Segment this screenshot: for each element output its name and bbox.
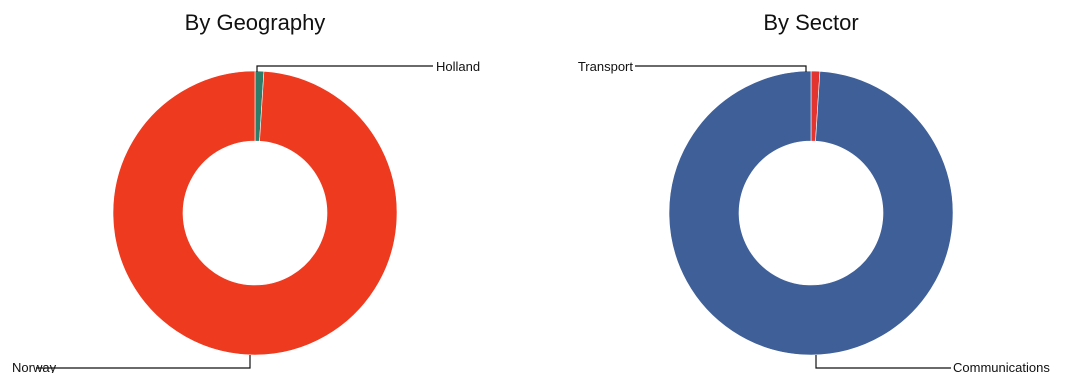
- slice-norway: [112, 70, 398, 356]
- slice-label-holland: Holland: [436, 59, 480, 74]
- chart-sector: By Sector Transport Communications: [578, 10, 1050, 373]
- leader-line-communications: [815, 355, 951, 369]
- donut-geography: [112, 70, 398, 356]
- slice-label-transport: Transport: [578, 59, 634, 74]
- slice-label-communications: Communications: [953, 360, 1050, 373]
- chart-geography: By Geography Holland Norway: [12, 10, 480, 373]
- leader-line-transport: [635, 65, 807, 72]
- chart-title-geography: By Geography: [185, 10, 326, 35]
- slice-label-norway: Norway: [12, 360, 57, 373]
- leader-line-holland: [256, 65, 433, 72]
- donut-sector: [668, 70, 954, 356]
- leader-line-norway: [36, 355, 251, 369]
- slice-communications: [668, 70, 954, 356]
- chart-title-sector: By Sector: [763, 10, 858, 35]
